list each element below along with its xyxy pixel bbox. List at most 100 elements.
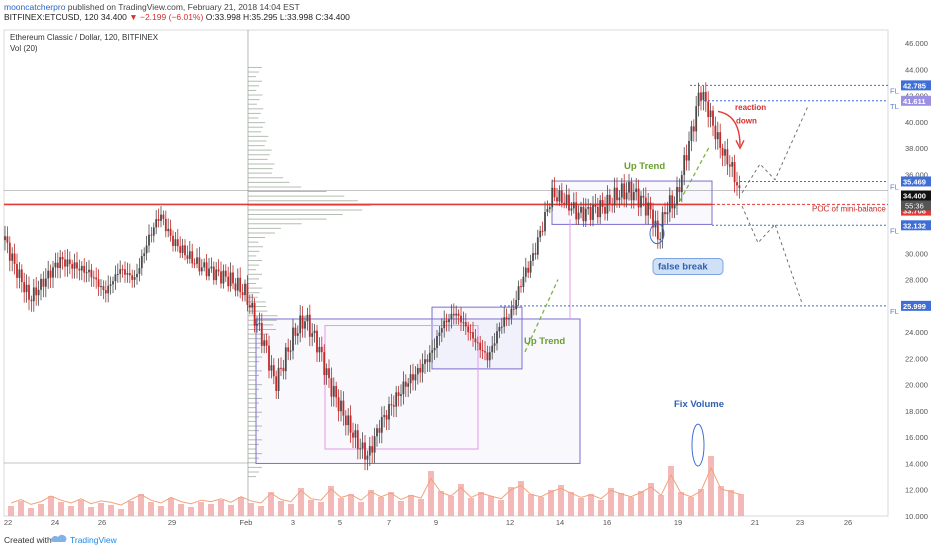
candle-body <box>440 328 443 333</box>
volume-bar <box>478 492 484 516</box>
candle-body <box>469 332 472 334</box>
candle-body <box>263 340 266 346</box>
countdown-box <box>901 200 931 211</box>
x-tick-label: 3 <box>291 518 295 527</box>
x-tick-label: 21 <box>751 518 759 527</box>
candle-body <box>179 246 182 253</box>
candle-body <box>474 338 477 343</box>
candle-body <box>601 200 604 207</box>
candle-body <box>272 365 275 377</box>
candle-body <box>155 219 158 228</box>
candle-body <box>248 304 251 308</box>
candle-body <box>47 270 50 279</box>
candle-body <box>332 386 335 397</box>
price-marker-box <box>901 300 931 311</box>
volume-bar <box>88 507 94 516</box>
x-tick-label: 12 <box>506 518 514 527</box>
candle-body <box>409 374 412 384</box>
candle-body <box>205 262 208 277</box>
volume-bar <box>448 496 454 516</box>
candle-body <box>100 286 102 288</box>
projection-path <box>741 205 803 304</box>
candle-body <box>210 266 213 269</box>
candle-body <box>215 269 218 281</box>
candle-body <box>328 368 330 379</box>
x-tick-label: 23 <box>796 518 804 527</box>
candle-body <box>66 259 69 267</box>
candle-body <box>707 101 710 118</box>
price-marker-label: 25.999 <box>903 302 926 311</box>
candle-body <box>371 446 374 453</box>
chart-annotation: POC of mini-balance <box>812 204 886 213</box>
candle-body <box>472 332 474 339</box>
chart-annotation: down <box>736 116 757 125</box>
author-link[interactable]: mooncatcherpro <box>4 2 66 12</box>
candle-body <box>632 192 635 201</box>
candle-body <box>438 332 441 337</box>
candle-body <box>227 276 230 287</box>
candle-body <box>553 187 556 198</box>
candle-body <box>138 268 141 274</box>
candle-body <box>133 277 136 280</box>
candle-body <box>270 365 273 371</box>
candle-body <box>587 207 590 209</box>
candle-body <box>426 359 429 363</box>
candle-body <box>572 202 575 209</box>
volume-bar <box>388 492 394 516</box>
candle-body <box>431 350 434 353</box>
candle-body <box>71 264 74 269</box>
volume-bar <box>258 506 264 516</box>
candle-body <box>212 266 215 281</box>
volume-bar <box>198 502 204 516</box>
candle-body <box>731 162 734 167</box>
candle-body <box>232 272 234 284</box>
candle-body <box>433 348 436 351</box>
candle-body <box>443 320 446 329</box>
candle-body <box>493 343 496 346</box>
candle-body <box>59 257 62 268</box>
price-marker-box <box>901 95 931 106</box>
volume-bar <box>38 504 44 516</box>
candle-body <box>464 322 467 327</box>
candle-body <box>102 286 105 291</box>
candle-body <box>284 347 287 372</box>
candle-body <box>383 415 386 417</box>
candle-body <box>296 333 299 336</box>
volume-bar <box>48 496 54 516</box>
candle-body <box>292 327 294 351</box>
candle-body <box>611 204 614 206</box>
candle-body <box>340 400 342 412</box>
candle-body <box>498 327 501 332</box>
candle-body <box>630 181 633 201</box>
price-chart[interactable]: reaction down Up Trend Up Trend false break P… <box>0 22 932 530</box>
volume-bar <box>718 486 724 516</box>
candle-body <box>354 430 357 438</box>
candle-body <box>582 206 585 222</box>
candle-body <box>200 267 203 272</box>
candle-body <box>236 277 239 291</box>
volume-bar <box>548 490 554 516</box>
candle-body <box>157 219 160 221</box>
x-tick-label: 9 <box>434 518 438 527</box>
volume-bar <box>688 497 694 516</box>
candle-body <box>335 386 338 398</box>
candle-body <box>395 392 398 407</box>
volume-bar <box>138 494 144 516</box>
candle-body <box>52 267 54 278</box>
volume-bar <box>598 500 604 516</box>
chart-annotation: false break <box>658 262 708 273</box>
tradingview-brand[interactable]: TradingView <box>70 535 117 545</box>
candle-body <box>330 378 333 397</box>
price-marker-label: 35.469 <box>903 177 926 186</box>
candle-body <box>28 284 30 300</box>
y-tick-label: 20.000 <box>905 381 928 390</box>
x-tick-label: 7 <box>387 518 391 527</box>
candle-body <box>289 350 292 352</box>
candle-body <box>623 183 626 200</box>
candle-body <box>709 110 712 118</box>
candle-body <box>239 277 242 293</box>
volume-bar <box>98 503 104 516</box>
change-text: ▼ −2.199 (−6.01%) <box>129 12 204 22</box>
volume-bar <box>268 492 274 516</box>
candle-body <box>479 342 482 351</box>
